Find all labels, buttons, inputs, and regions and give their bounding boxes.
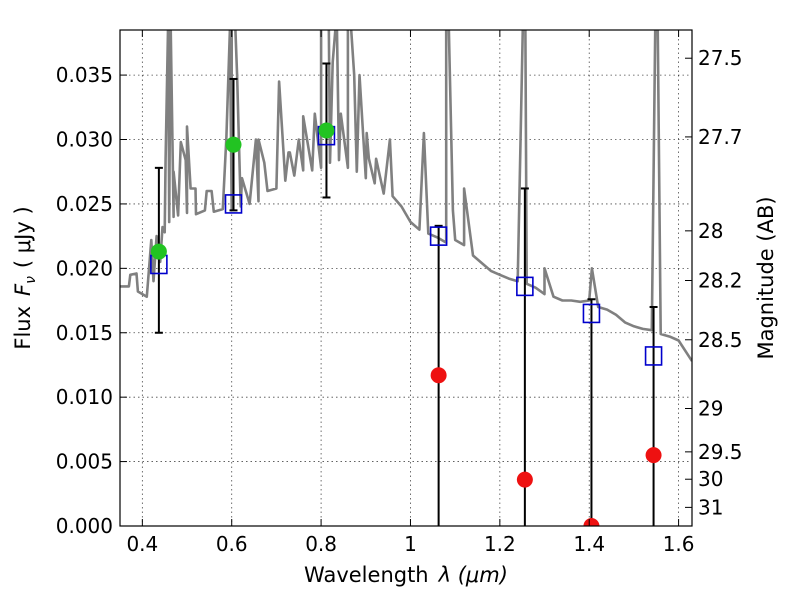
- spectrum-line: [120, 30, 692, 362]
- model-flux-box-6: [644, 346, 663, 366]
- plot-area: [120, 30, 692, 526]
- magnitude-axis-title: Magnitude (AB): [754, 196, 778, 359]
- x-tick-label-2: 0.8: [305, 532, 337, 556]
- y-tick-label-1: 0.005: [56, 450, 113, 474]
- model-flux-box-3: [429, 226, 448, 246]
- x-axis-label-math: λ (μm): [438, 563, 508, 587]
- y-axis-ticks: 0.000 0.005 0.010 0.015 0.020 0.025 0.030 0.035: [56, 63, 127, 538]
- mag-tick-label-5: 29: [698, 396, 723, 420]
- spectrum-group: [120, 30, 692, 362]
- y-tick-label-3: 0.015: [56, 321, 113, 345]
- flux-points: [150, 122, 662, 526]
- y-tick-label-0: 0.000: [56, 514, 113, 538]
- magnitude-axis-ticks: 27.5 27.7 28 28.2 28.5 29 29.5 30 31: [685, 46, 743, 519]
- mag-tick-label-1: 27.7: [698, 125, 743, 149]
- mag-tick-label-4: 28.5: [698, 328, 743, 352]
- nondetection-point-3: [645, 447, 662, 464]
- nondetection-point-1: [516, 471, 533, 488]
- x-axis-title: Wavelength λ (μm): [304, 563, 508, 587]
- y-axis-label-math: F: [11, 283, 35, 296]
- x-tick-label-4: 1.2: [484, 532, 516, 556]
- mag-tick-label-7: 30: [698, 467, 723, 491]
- x-tick-label-0: 0.4: [126, 532, 158, 556]
- y-axis-label-units: ( μJy ): [11, 206, 35, 268]
- y-axis-label-text: Flux: [11, 306, 35, 350]
- model-flux-box-5: [582, 303, 601, 324]
- mag-tick-label-0: 27.5: [698, 46, 743, 70]
- y-tick-label-7: 0.035: [56, 63, 113, 87]
- detection-point-2: [318, 122, 335, 139]
- detection-point-0: [150, 243, 167, 260]
- x-tick-label-5: 1.4: [573, 532, 605, 556]
- mag-tick-label-6: 29.5: [698, 440, 743, 464]
- mag-tick-label-3: 28.2: [698, 269, 743, 293]
- plot-frame: [119, 29, 693, 527]
- nondetection-point-2: [583, 518, 600, 526]
- plot-background: [120, 30, 692, 526]
- y-tick-label-6: 0.030: [56, 128, 113, 152]
- mag-tick-label-8: 31: [698, 495, 723, 519]
- y-axis-label-sub: ν: [23, 276, 39, 284]
- y-tick-label-5: 0.025: [56, 192, 113, 216]
- y-tick-label-2: 0.010: [56, 385, 113, 409]
- nondetection-point-0: [430, 367, 447, 384]
- model-flux-box-4: [516, 276, 534, 297]
- x-tick-label-1: 0.6: [216, 532, 248, 556]
- y-tick-label-4: 0.020: [56, 256, 113, 280]
- mag-tick-label-2: 28: [698, 219, 723, 243]
- model-flux-box-1: [224, 194, 243, 214]
- detection-point-1: [225, 136, 242, 153]
- x-tick-label-6: 1.6: [663, 532, 695, 556]
- x-axis-ticks: 0.4 0.6 0.8 1 1.2 1.4 1.6: [126, 30, 695, 556]
- x-axis-label-text: Wavelength: [304, 563, 429, 587]
- x-tick-label-3: 1: [404, 532, 417, 556]
- y-axis-title: Flux Fν ( μJy ): [11, 206, 39, 349]
